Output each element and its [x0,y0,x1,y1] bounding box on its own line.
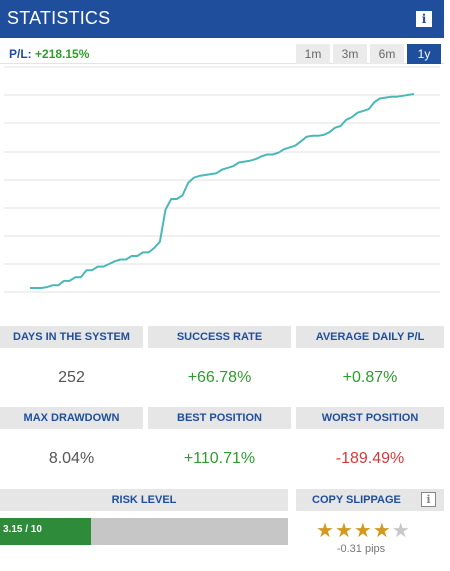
star-filled-icon: ★ [372,520,391,542]
pl-series-line [30,93,415,289]
period-6m-button[interactable]: 6m [370,44,404,64]
period-selector: 1m 3m 6m 1y [296,44,441,64]
star-empty-icon: ★ [391,520,410,542]
copy-slippage-label: COPY SLIPPAGE [296,489,444,511]
info-icon[interactable]: i [416,11,432,27]
best-position-value: +110.71% [183,450,256,467]
pl-label: P/L: [9,47,32,61]
average-daily-pl-value: +0.87% [342,369,398,386]
star-filled-icon: ★ [334,520,353,542]
chart-series [30,93,415,289]
pl-line-chart [4,66,440,293]
best-position-label: BEST POSITION [148,407,291,429]
copy-slippage-rating: ★ ★ ★ ★ ★ [316,521,410,541]
worst-position-label: WORST POSITION [296,407,444,429]
pl-row: P/L: +218.15% 1m 3m 6m 1y [0,38,444,64]
success-rate-value: +66.78% [187,369,252,386]
period-3m-button[interactable]: 3m [333,44,367,64]
risk-level-bar: 3.15 / 10 [0,518,288,545]
page-title: STATISTICS [7,8,111,28]
star-filled-icon: ★ [353,520,372,542]
max-drawdown-value: 8.04% [48,450,95,467]
period-1y-button[interactable]: 1y [407,44,441,64]
max-drawdown-label: MAX DRAWDOWN [0,407,143,429]
period-1m-button[interactable]: 1m [296,44,330,64]
copy-slippage-value: -0.31 pips [336,543,386,555]
days-in-system-value: 252 [58,369,85,386]
risk-level-value: 3.15 / 10 [3,524,42,535]
chart-grid [4,66,440,293]
success-rate-label: SUCCESS RATE [148,326,291,348]
pl-value: +218.15% [35,47,90,61]
average-daily-pl-label: AVERAGE DAILY P/L [296,326,444,348]
days-in-system-label: DAYS IN THE SYSTEM [0,326,143,348]
statistics-header: STATISTICS i [0,0,444,38]
star-filled-icon: ★ [316,520,334,542]
risk-level-fill [0,518,91,545]
worst-position-value: -189.49% [335,450,405,467]
copy-slippage-info-icon[interactable]: i [421,492,436,507]
pl-summary: P/L: +218.15% [9,47,89,61]
risk-level-label: RISK LEVEL [0,489,288,511]
